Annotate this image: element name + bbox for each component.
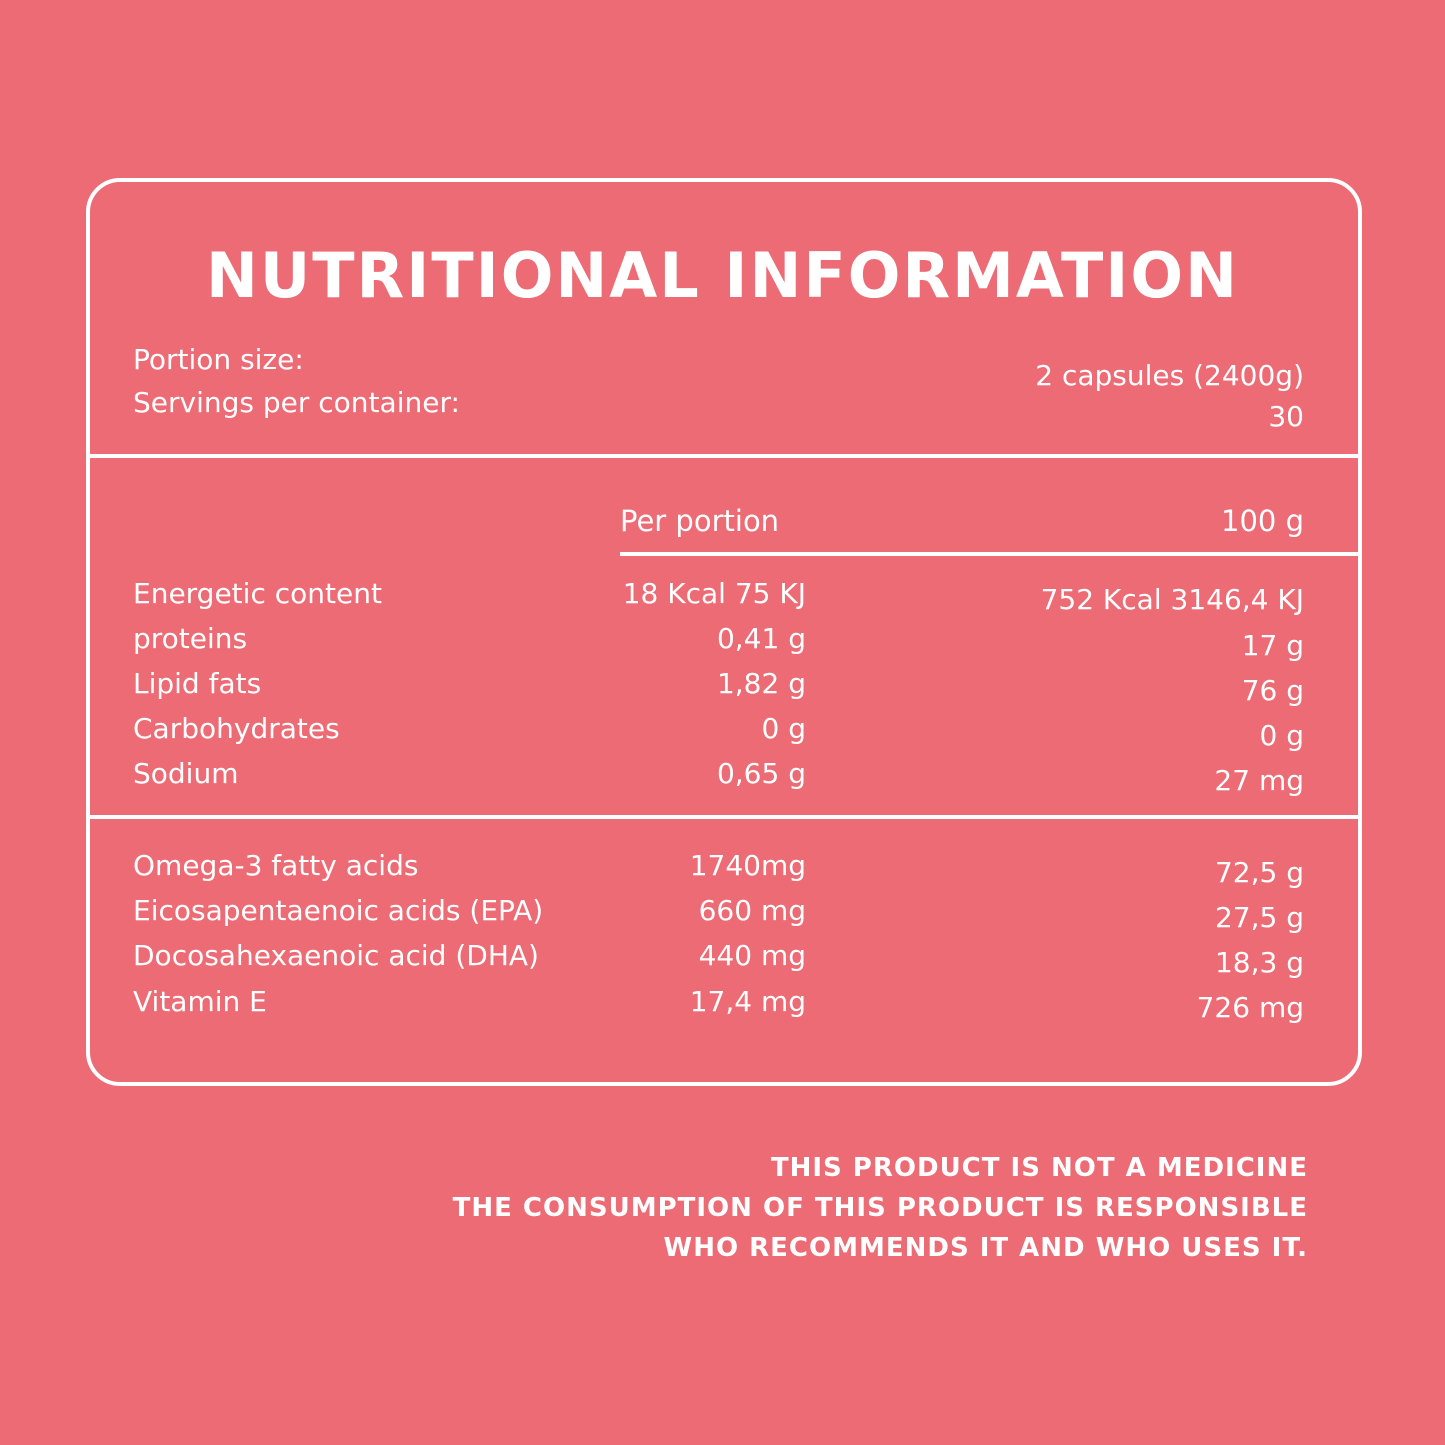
nutrient-per-100g: 76 g — [1241, 674, 1304, 707]
fatty-acid-name: Docosahexaenoic acid (DHA) — [133, 939, 539, 972]
fatty-acid-name: Vitamin E — [133, 985, 267, 1018]
nutrient-per-portion: 18 Kcal 75 KJ — [622, 577, 806, 610]
nutrition-panel — [86, 178, 1362, 1086]
fatty-acid-per-portion: 440 mg — [698, 939, 806, 972]
nutrient-name: Energetic content — [133, 577, 382, 610]
nutrient-per-portion: 0,65 g — [716, 757, 806, 790]
column-header-per-100g: 100 g — [1221, 504, 1304, 538]
fatty-acid-name: Eicosapentaenoic acids (EPA) — [133, 894, 544, 927]
nutrient-per-portion: 1,82 g — [716, 667, 806, 700]
portion-size-value: 2 capsules (2400g) — [1035, 359, 1304, 392]
nutrient-name: Lipid fats — [133, 667, 262, 700]
fatty-acid-per-100g: 27,5 g — [1214, 901, 1304, 934]
fatty-acid-per-portion: 1740mg — [689, 849, 806, 882]
fatty-acid-per-100g: 726 mg — [1196, 991, 1304, 1024]
page-title: NUTRITIONAL INFORMATION — [206, 239, 1239, 312]
fatty-acid-per-portion: 17,4 mg — [689, 985, 806, 1018]
nutrient-per-100g: 752 Kcal 3146,4 KJ — [1040, 583, 1304, 616]
nutrient-name: proteins — [133, 622, 248, 655]
fatty-acid-per-100g: 72,5 g — [1214, 856, 1304, 889]
fatty-acid-per-portion: 660 mg — [698, 894, 806, 927]
servings-value: 30 — [1268, 400, 1304, 433]
divider-column-header — [620, 552, 1358, 556]
column-header-per-portion: Per portion — [620, 504, 780, 538]
nutrient-name: Carbohydrates — [133, 712, 340, 745]
nutrient-per-100g: 27 mg — [1214, 764, 1304, 797]
divider-portion — [90, 454, 1358, 458]
portion-size-label: Portion size: — [133, 343, 304, 376]
fatty-acid-per-100g: 18,3 g — [1214, 946, 1304, 979]
disclaimer: THIS PRODUCT IS NOT A MEDICINE THE CONSU… — [453, 1148, 1308, 1268]
nutrient-per-100g: 17 g — [1241, 629, 1304, 662]
nutrient-per-100g: 0 g — [1259, 719, 1305, 752]
servings-label: Servings per container: — [133, 386, 460, 419]
divider-nutrients — [90, 815, 1358, 819]
fatty-acid-name: Omega-3 fatty acids — [133, 849, 419, 882]
nutrient-per-portion: 0 g — [761, 712, 807, 745]
disclaimer-line: THIS PRODUCT IS NOT A MEDICINE — [770, 1153, 1308, 1183]
disclaimer-line: WHO RECOMMENDS IT AND WHO USES IT. — [663, 1233, 1308, 1263]
nutrient-name: Sodium — [133, 757, 239, 790]
disclaimer-line: THE CONSUMPTION OF THIS PRODUCT IS RESPO… — [452, 1193, 1308, 1223]
nutrient-per-portion: 0,41 g — [716, 622, 806, 655]
